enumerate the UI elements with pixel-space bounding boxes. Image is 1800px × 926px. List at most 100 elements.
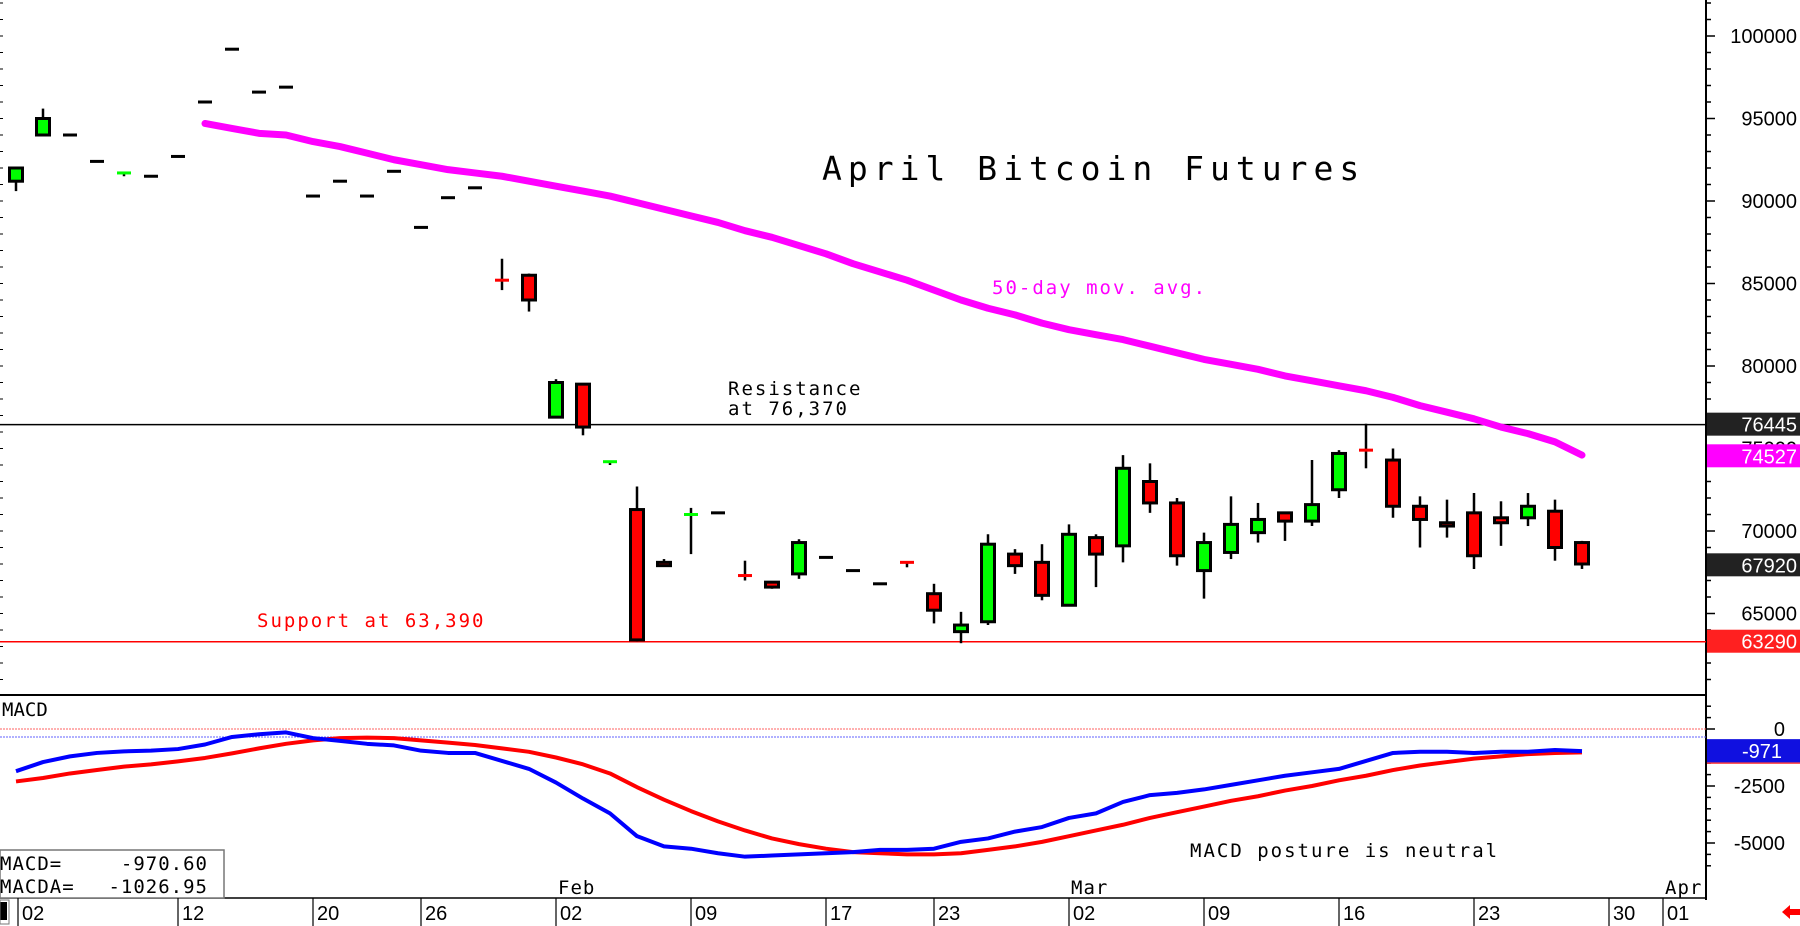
resistance-label-line1: Resistance [728, 378, 862, 400]
candle [846, 569, 860, 573]
candle-body [656, 560, 672, 568]
scroll-handle[interactable] [0, 902, 7, 920]
time-tick-label: 02 [560, 903, 582, 925]
candle-doji [468, 186, 482, 190]
candle-doji [387, 169, 401, 173]
macd-value-tag: -971 [1707, 739, 1800, 764]
candle-doji [873, 582, 887, 586]
candle [1277, 511, 1293, 541]
price-tag: 76445 [1707, 412, 1800, 437]
candle-doji [603, 460, 617, 464]
candle [873, 582, 887, 586]
candle-doji [819, 555, 833, 559]
price-tag-value: 76445 [1741, 415, 1797, 437]
candle-body [1169, 501, 1185, 558]
macd-value-box: MACD= -970.60 MACDA= -1026.95 [0, 849, 225, 899]
candle-doji [846, 569, 860, 573]
time-tick-label: 12 [182, 903, 204, 925]
month-label: Apr [1665, 877, 1702, 899]
macd-tick-label: 0 [1774, 719, 1785, 741]
candle [441, 196, 455, 200]
price-tag: 63290 [1707, 629, 1800, 654]
candle-doji [171, 154, 185, 158]
candle-body [1223, 522, 1239, 554]
macd-line [15, 730, 1583, 859]
candle-doji [306, 194, 320, 198]
candle [1169, 498, 1185, 566]
scroll-handle-frame[interactable] [0, 899, 10, 925]
price-tick-label: 85000 [1741, 274, 1797, 296]
price-tick-label: 70000 [1741, 521, 1797, 543]
time-tick-label: 26 [425, 903, 447, 925]
candle-doji [441, 196, 455, 200]
chart-frame [0, 0, 1707, 900]
macd-value-box-frame [0, 849, 225, 899]
macd-value-label: MACD= [0, 853, 62, 875]
candle-body [791, 541, 807, 576]
candle-body [1331, 451, 1347, 492]
candle-doji [414, 225, 428, 229]
price-tag-bg [1707, 444, 1800, 468]
macd-lines [15, 730, 1583, 859]
macd-panel-label: MACD [2, 699, 48, 721]
candle-body [1439, 521, 1455, 528]
price-tag-value: 67920 [1741, 555, 1797, 577]
candle [1034, 544, 1050, 601]
candle [8, 166, 24, 192]
time-tick-label: 02 [1073, 903, 1095, 925]
time-tick-label: 09 [695, 903, 717, 925]
candle [468, 186, 482, 190]
candle-body [764, 580, 780, 589]
candle [1439, 499, 1455, 538]
macd-value: -970.60 [121, 853, 208, 875]
candle-doji [360, 194, 374, 198]
candle-body [548, 381, 564, 419]
candle [548, 379, 564, 419]
time-tick-label: 23 [1478, 903, 1500, 925]
macd-tick-label: -5000 [1734, 833, 1785, 855]
candle-doji [198, 100, 212, 104]
candle [1223, 496, 1239, 560]
candle-doji [738, 574, 752, 578]
candle [1574, 540, 1590, 569]
candle-doji [1359, 448, 1373, 452]
candle-doji [225, 47, 239, 51]
price-tag-bg [1707, 629, 1800, 653]
price-tick-label: 90000 [1741, 191, 1797, 213]
candle [1250, 502, 1266, 543]
candle-doji [252, 90, 266, 94]
candle-body [35, 117, 51, 137]
candle [279, 85, 293, 89]
macd-tag-value: -971 [1742, 741, 1782, 763]
support-resistance-lines [0, 423, 1706, 643]
candle [1304, 460, 1320, 527]
candle [1142, 463, 1158, 513]
candle [144, 174, 158, 178]
candle-body [1304, 503, 1320, 523]
candle-body [1466, 511, 1482, 558]
candle-doji [117, 171, 131, 175]
candle [1088, 534, 1104, 588]
candle [1359, 423, 1373, 469]
price-tick-label: 95000 [1741, 109, 1797, 131]
candle [1115, 455, 1131, 563]
price-tick-label: 80000 [1741, 356, 1797, 378]
candle [306, 194, 320, 198]
macd-tick-label: -2500 [1734, 776, 1785, 798]
candle-doji [900, 560, 914, 564]
candle [1493, 501, 1509, 546]
candle-body [1547, 509, 1563, 550]
candle [953, 611, 969, 644]
price-axis: 1000009500090000850008000075000700006500… [0, 2, 1797, 681]
candle [764, 580, 780, 589]
month-label: Mar [1071, 877, 1108, 899]
candle-body [1142, 480, 1158, 505]
candle [171, 154, 185, 158]
time-tick-label: 23 [938, 903, 960, 925]
time-tick-label: 17 [830, 903, 852, 925]
candle [1385, 448, 1401, 518]
candle [90, 159, 104, 163]
price-tag: 67920 [1707, 553, 1800, 577]
chart-title: April Bitcoin Futures [822, 149, 1365, 188]
scroll-left-arrow-icon[interactable] [1782, 905, 1800, 919]
